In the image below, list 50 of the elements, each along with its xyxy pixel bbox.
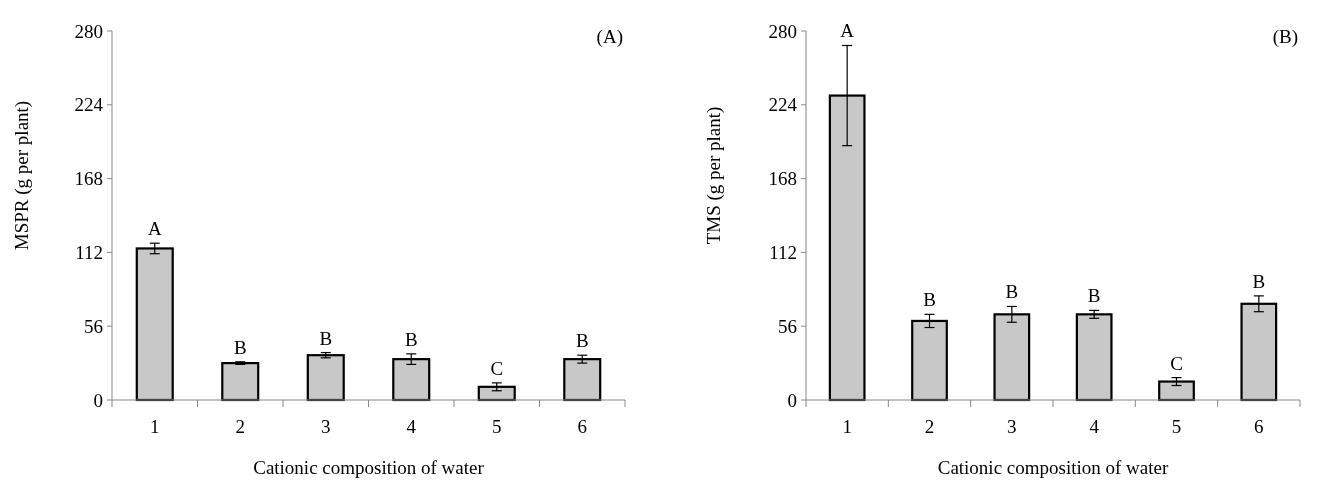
bar: [563, 358, 602, 402]
y-tick-label: 224: [768, 94, 798, 116]
y-tick-label: 56: [778, 315, 797, 337]
y-tick-label: 0: [93, 389, 103, 411]
y-tick-label: 112: [75, 242, 103, 264]
annotation: C: [1170, 352, 1183, 374]
y-tick-label: 56: [84, 315, 103, 337]
y-tick-label: 168: [74, 168, 103, 190]
x-axis-title: Cationic composition of water: [253, 457, 485, 478]
bar: [1075, 313, 1113, 402]
x-tick-label: 5: [492, 416, 502, 437]
y-axis-title: MSPR (g per plant): [11, 100, 33, 251]
x-tick-label: 4: [406, 416, 417, 437]
x-axis-title: Cationic composition of water: [937, 457, 1169, 478]
x-tick-label: 4: [1089, 416, 1100, 437]
annotation: C: [490, 357, 504, 379]
y-tick-label: 168: [768, 168, 797, 190]
annotation: B: [923, 289, 936, 311]
bar: [1158, 380, 1195, 402]
annotation: B: [1087, 285, 1101, 307]
x-tick-label: 5: [1171, 416, 1182, 437]
y-tick-label: 0: [787, 389, 797, 411]
x-tick-label: 6: [577, 416, 587, 437]
bar: [392, 358, 431, 402]
x-tick-label: 3: [1007, 416, 1017, 437]
y-tick-label: 280: [74, 20, 103, 42]
annotation: (B): [1272, 26, 1298, 48]
annotation: B: [575, 330, 589, 352]
y-axis-title: TMS (g per plant): [703, 106, 725, 245]
annotation: B: [233, 336, 247, 358]
x-tick-label: 2: [924, 416, 935, 437]
y-tick-label: 112: [769, 242, 797, 264]
x-tick-label: 3: [321, 416, 331, 437]
bar: [221, 362, 260, 402]
annotation: (A): [596, 26, 623, 48]
annotation: B: [319, 327, 333, 349]
annotation: B: [404, 328, 418, 350]
bar: [911, 319, 948, 402]
y-tick-label: 224: [74, 94, 104, 116]
bar: [135, 247, 174, 402]
bar: [306, 354, 345, 402]
x-tick-label: 1: [150, 416, 160, 437]
annotation: A: [147, 218, 162, 240]
annotation: B: [1252, 270, 1266, 292]
annotation: B: [1005, 281, 1019, 303]
x-tick-label: 1: [842, 416, 852, 437]
annotation: A: [840, 20, 855, 42]
x-tick-label: 2: [235, 416, 245, 437]
x-tick-label: 6: [1254, 416, 1264, 437]
y-tick-label: 280: [768, 20, 797, 42]
